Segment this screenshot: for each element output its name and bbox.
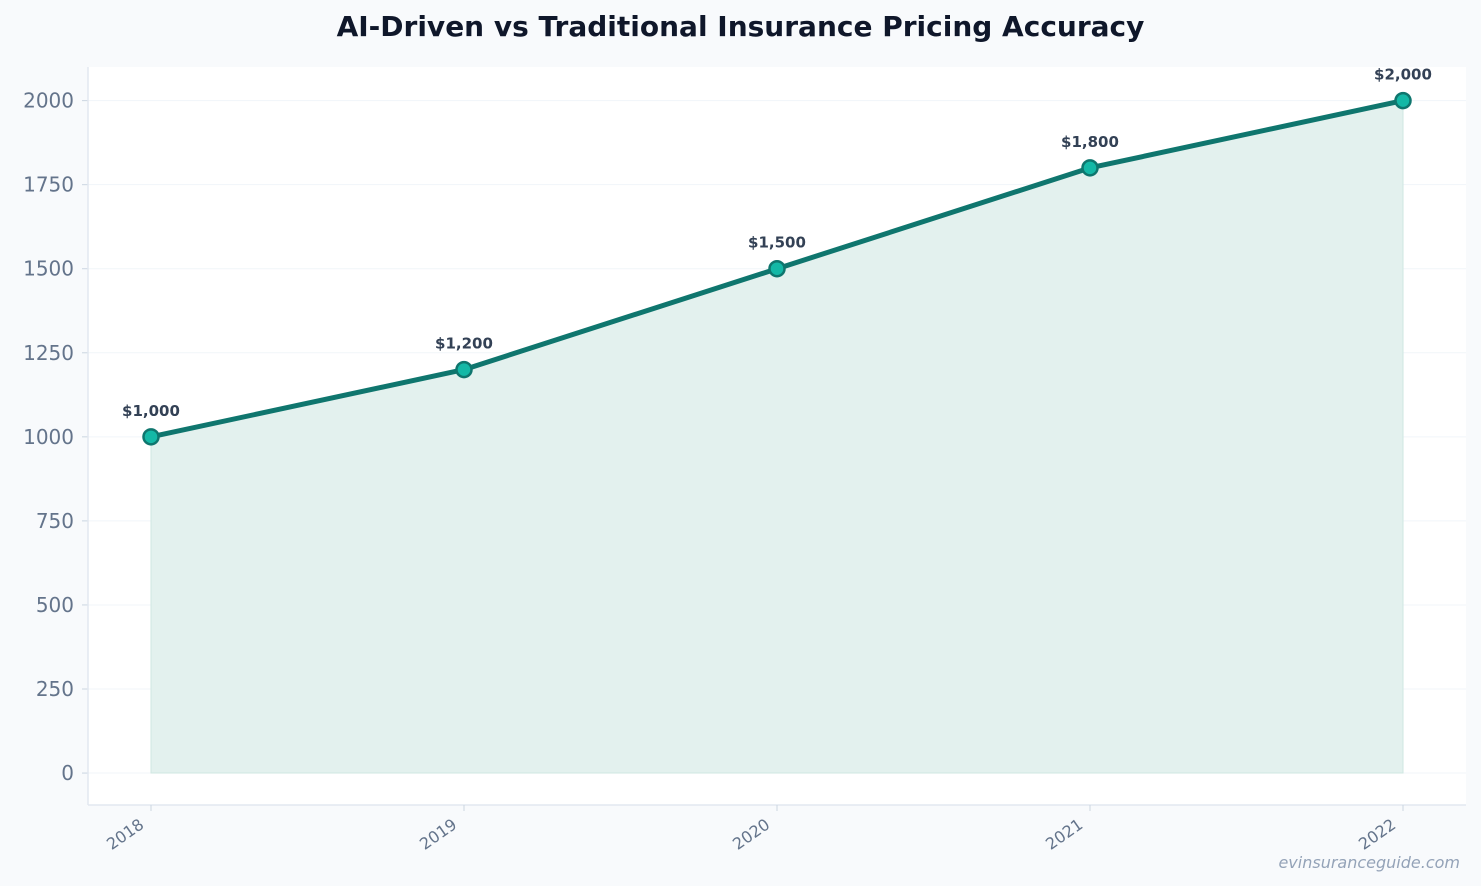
- x-tick-labels: 2018 2019 2020 2021 2022: [103, 805, 1404, 854]
- x-tick-label: 2019: [416, 815, 460, 854]
- data-point: [1394, 91, 1412, 110]
- y-tick-label: 2000: [23, 89, 74, 113]
- y-tick-label: 250: [36, 677, 74, 701]
- data-label: $1,800: [1061, 133, 1119, 151]
- chart-title: AI-Driven vs Traditional Insurance Prici…: [336, 10, 1145, 43]
- x-tick-label: 2018: [103, 815, 147, 854]
- y-tick-label: 1500: [23, 257, 74, 281]
- data-point: [455, 360, 473, 379]
- x-tick-label: 2021: [1042, 815, 1086, 854]
- data-label: $1,200: [435, 335, 493, 353]
- data-point: [142, 428, 160, 446]
- data-point: [1081, 159, 1099, 177]
- x-tick-label: 2022: [1355, 815, 1399, 854]
- x-tick-label: 2020: [729, 815, 773, 854]
- data-label: $2,000: [1374, 66, 1432, 84]
- y-tick-labels: 0 250 500 750 1000 1250 1500 1750 2000: [23, 89, 74, 785]
- data-labels-group: $1,000 $1,200 $1,500 $1,800 $2,000: [122, 66, 1432, 420]
- data-point: [768, 259, 786, 278]
- y-tick-label: 1000: [23, 425, 74, 449]
- data-label: $1,000: [122, 402, 180, 420]
- y-tick-label: 1750: [23, 173, 74, 197]
- data-points-group: [142, 91, 1412, 446]
- data-label: $1,500: [748, 234, 806, 252]
- watermark: evinsuranceguide.com: [1278, 853, 1460, 872]
- y-tick-label: 750: [36, 509, 74, 533]
- y-tick-label: 500: [36, 593, 74, 617]
- y-tick-label: 0: [61, 761, 74, 785]
- y-tick-label: 1250: [23, 341, 74, 365]
